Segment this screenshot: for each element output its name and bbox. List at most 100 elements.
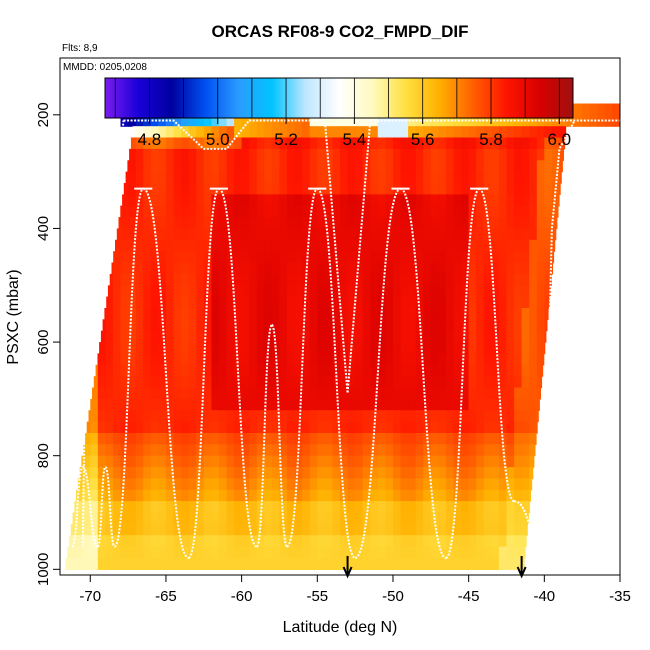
- heatmap-cell: [416, 444, 424, 456]
- heatmap-cell: [446, 206, 454, 218]
- heatmap-cell: [401, 308, 409, 320]
- heatmap-cell: [227, 547, 235, 559]
- heatmap-cell: [158, 376, 166, 388]
- heatmap-cell: [514, 251, 522, 263]
- heatmap-cell: [529, 410, 537, 422]
- heatmap-cell: [461, 547, 469, 559]
- heatmap-cell: [310, 490, 318, 502]
- heatmap-cell: [302, 433, 310, 445]
- heatmap-cell: [257, 376, 265, 388]
- heatmap-cell: [385, 342, 393, 354]
- heatmap-cell: [151, 513, 159, 525]
- heatmap-cell: [227, 172, 235, 184]
- heatmap-cell: [264, 183, 272, 195]
- heatmap-cell: [249, 183, 257, 195]
- heatmap-cell: [385, 331, 393, 343]
- heatmap-cell: [431, 410, 439, 422]
- heatmap-cell: [257, 285, 265, 297]
- heatmap-cell: [385, 126, 393, 138]
- heatmap-cell: [181, 217, 189, 229]
- heatmap-cell: [507, 558, 515, 570]
- heatmap-cell: [476, 490, 484, 502]
- heatmap-cell: [227, 376, 235, 388]
- heatmap-cell: [514, 206, 522, 218]
- heatmap-cell: [242, 297, 250, 309]
- heatmap-cell: [121, 353, 129, 365]
- heatmap-cell: [90, 422, 98, 434]
- heatmap-cell: [143, 342, 151, 354]
- heatmap-cell: [552, 251, 554, 263]
- heatmap-cell: [446, 365, 454, 377]
- heatmap-cell: [385, 535, 393, 547]
- heatmap-cell: [287, 558, 295, 570]
- heatmap-cell: [98, 456, 106, 468]
- heatmap-cell: [416, 149, 424, 161]
- heatmap-cell: [522, 388, 530, 400]
- heatmap-cell: [121, 547, 129, 559]
- heatmap-cell: [438, 365, 446, 377]
- heatmap-cell: [416, 376, 424, 388]
- heatmap-cell: [234, 285, 242, 297]
- heatmap-cell: [189, 228, 197, 240]
- heatmap-cell: [385, 478, 393, 490]
- heatmap-cell: [242, 217, 250, 229]
- heatmap-cell: [249, 160, 257, 172]
- heatmap-cell: [454, 444, 462, 456]
- heatmap-cell: [355, 388, 363, 400]
- heatmap-cell: [310, 263, 318, 275]
- heatmap-cell: [280, 297, 288, 309]
- heatmap-cell: [431, 388, 439, 400]
- heatmap-cell: [113, 376, 121, 388]
- heatmap-cell: [355, 342, 363, 354]
- heatmap-cell: [438, 263, 446, 275]
- heatmap-cell: [136, 353, 144, 365]
- heatmap-cell: [408, 399, 416, 411]
- heatmap-cell: [113, 274, 121, 286]
- heatmap-cell: [499, 501, 507, 513]
- heatmap-cell: [136, 399, 144, 411]
- heatmap-cell: [272, 490, 280, 502]
- heatmap-cell: [166, 251, 174, 263]
- heatmap-cell: [264, 228, 272, 240]
- heatmap-cell: [227, 524, 235, 536]
- heatmap-cell: [514, 353, 522, 365]
- heatmap-cell: [257, 206, 265, 218]
- heatmap-cell: [317, 365, 325, 377]
- heatmap-cell: [174, 206, 182, 218]
- heatmap-cell: [363, 467, 371, 479]
- heatmap-cell: [476, 342, 484, 354]
- heatmap-cell: [295, 285, 303, 297]
- heatmap-cell: [537, 217, 545, 229]
- heatmap-cell: [211, 319, 219, 331]
- heatmap-cell: [325, 399, 333, 411]
- heatmap-cell: [363, 399, 371, 411]
- heatmap-cell: [537, 297, 545, 309]
- heatmap-cell: [332, 547, 340, 559]
- heatmap-cell: [416, 388, 424, 400]
- chart: ORCAS RF08-9 CO2_FMPD_DIF Flts: 8,9 MMDD…: [0, 0, 650, 650]
- heatmap-cell: [113, 285, 121, 297]
- heatmap-cell: [378, 240, 386, 252]
- heatmap-cell: [499, 172, 507, 184]
- heatmap-cell: [211, 194, 219, 206]
- heatmap-cell: [196, 194, 204, 206]
- heatmap-cell: [151, 456, 159, 468]
- heatmap-cell: [423, 183, 431, 195]
- heatmap-cell: [454, 240, 462, 252]
- heatmap-cell: [136, 365, 144, 377]
- heatmap-cell: [264, 524, 272, 536]
- heatmap-cell: [560, 160, 563, 172]
- heatmap-cell: [242, 558, 250, 570]
- heatmap-cell: [507, 535, 515, 547]
- heatmap-cell: [287, 149, 295, 161]
- heatmap-cell: [423, 240, 431, 252]
- heatmap-cell: [295, 410, 303, 422]
- heatmap-cell: [514, 160, 522, 172]
- heatmap-cell: [310, 558, 318, 570]
- heatmap-cell: [325, 376, 333, 388]
- heatmap-cell: [431, 456, 439, 468]
- heatmap-cell: [507, 353, 515, 365]
- heatmap-cell: [469, 501, 477, 513]
- heatmap-cell: [522, 467, 530, 479]
- heatmap-cell: [401, 160, 409, 172]
